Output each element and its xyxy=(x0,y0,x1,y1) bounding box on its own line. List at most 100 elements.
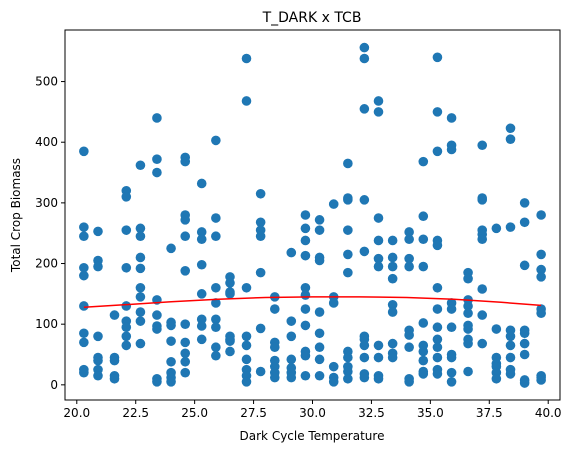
scatter-point xyxy=(387,235,398,246)
scatter-point xyxy=(536,308,546,319)
scatter-point xyxy=(121,331,132,342)
scatter-point xyxy=(152,324,162,334)
scatter-point xyxy=(135,307,146,317)
scatter-point xyxy=(225,336,235,346)
scatter-point xyxy=(446,322,457,333)
scatter-point xyxy=(404,342,414,353)
scatter-point xyxy=(225,346,235,357)
scatter-point xyxy=(152,310,162,320)
scatter-point xyxy=(373,261,384,272)
scatter-point xyxy=(491,223,502,234)
y-tick-label: 400 xyxy=(35,135,58,149)
scatter-point xyxy=(314,370,325,381)
scatter-point xyxy=(135,316,146,326)
scatter-point xyxy=(255,231,266,242)
scatter-point xyxy=(404,227,414,237)
scatter-point xyxy=(359,372,370,383)
scatter-point xyxy=(241,282,252,293)
scatter-point xyxy=(300,290,311,300)
scatter-point xyxy=(255,188,266,199)
scatter-point xyxy=(93,355,103,366)
scatter-point xyxy=(432,107,443,117)
scatter-point xyxy=(135,160,146,171)
chart-title: T_DARK x TCB xyxy=(262,10,362,26)
scatter-point xyxy=(343,267,353,278)
scatter-point xyxy=(343,352,353,363)
scatter-point xyxy=(255,323,266,334)
scatter-point xyxy=(387,299,398,310)
scatter-point xyxy=(373,213,384,223)
scatter-point xyxy=(446,367,457,378)
scatter-point xyxy=(135,252,146,263)
scatter-point xyxy=(152,167,162,178)
scatter-point xyxy=(180,319,191,329)
scatter-point xyxy=(328,361,339,372)
scatter-point xyxy=(314,328,325,339)
scatter-point xyxy=(196,334,207,345)
scatter-point xyxy=(196,314,207,325)
scatter-point xyxy=(387,307,398,317)
scatter-point xyxy=(463,324,473,334)
scatter-point xyxy=(519,260,530,271)
scatter-point xyxy=(93,226,103,237)
scatter-point xyxy=(286,247,297,258)
scatter-point xyxy=(432,52,443,63)
scatter-point xyxy=(121,225,132,235)
scatter-point xyxy=(463,308,473,319)
scatter-point xyxy=(180,337,191,348)
scatter-point xyxy=(79,337,89,348)
scatter-point xyxy=(241,340,252,351)
scatter-point xyxy=(477,284,488,294)
scatter-point xyxy=(109,355,120,366)
scatter-point xyxy=(314,342,325,353)
scatter-point xyxy=(135,282,146,293)
scatter-point xyxy=(477,195,488,205)
scatter-point xyxy=(536,264,546,275)
scatter-point xyxy=(196,289,207,299)
scatter-point xyxy=(211,231,221,242)
scatter-point xyxy=(211,350,221,361)
scatter-point xyxy=(269,372,280,383)
x-axis-label: Dark Cycle Temperature xyxy=(240,429,385,443)
scatter-point xyxy=(109,310,120,320)
scatter-point xyxy=(373,340,384,351)
scatter-point xyxy=(225,278,235,288)
scatter-point xyxy=(211,342,221,353)
scatter-point xyxy=(269,342,280,353)
x-tick-label: 37.5 xyxy=(476,406,503,420)
scatter-point xyxy=(166,377,176,387)
scatter-point xyxy=(432,322,443,333)
scatter-point xyxy=(93,370,103,381)
scatter-point xyxy=(404,234,414,245)
scatter-point xyxy=(241,354,252,365)
scatter-point xyxy=(255,217,266,228)
scatter-point xyxy=(255,267,266,278)
scatter-point xyxy=(121,340,132,351)
scatter-point xyxy=(519,328,530,339)
scatter-point xyxy=(314,307,325,317)
scatter-point xyxy=(536,210,546,220)
scatter-point xyxy=(180,231,191,242)
scatter-point xyxy=(300,320,311,331)
scatter-point xyxy=(432,352,443,363)
scatter-point xyxy=(418,318,429,328)
scatter-point xyxy=(135,338,146,349)
scatter-point xyxy=(211,298,221,308)
scatter-point xyxy=(314,215,325,225)
scatter-point xyxy=(79,262,89,273)
scatter-point xyxy=(418,346,429,357)
scatter-point xyxy=(359,352,370,363)
scatter-point xyxy=(536,375,546,385)
x-tick-label: 27.5 xyxy=(240,406,267,420)
scatter-point xyxy=(387,252,398,263)
scatter-point xyxy=(211,322,221,333)
x-tick-label: 25.0 xyxy=(181,406,208,420)
scatter-point xyxy=(211,135,221,146)
scatter-point xyxy=(491,324,502,334)
scatter-point xyxy=(373,96,384,106)
scatter-point xyxy=(505,352,516,363)
scatter-point xyxy=(79,270,89,281)
scatter-point xyxy=(286,331,297,342)
x-tick-group: 20.0 22.5 25.0 27.5 30.0 32.5 35.0 37.5 40.0 xyxy=(63,400,562,420)
scatter-point xyxy=(314,225,325,235)
